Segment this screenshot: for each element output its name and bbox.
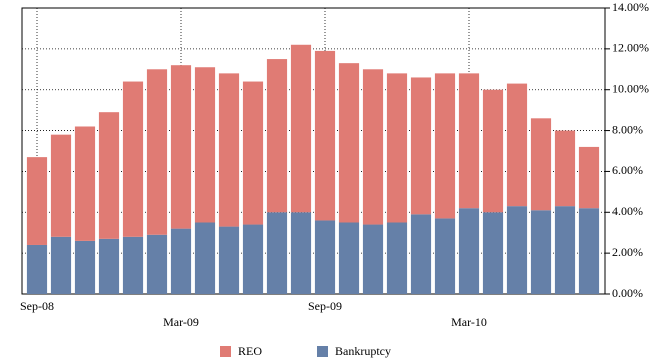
y-tick-label: 14.00% xyxy=(612,0,649,14)
legend-label: REO xyxy=(238,344,262,358)
bar-segment xyxy=(506,206,528,294)
bar-segment xyxy=(218,226,240,294)
bar-segment xyxy=(338,222,360,294)
y-tick-label: 0.00% xyxy=(612,286,643,300)
bar-segment xyxy=(578,208,600,294)
bar-segment xyxy=(410,77,432,215)
bar-segment xyxy=(362,224,384,294)
bar-segment xyxy=(170,65,192,229)
bar-segment xyxy=(530,118,552,211)
bar-segment xyxy=(338,63,360,223)
bar-segment xyxy=(218,73,240,227)
bar-segment xyxy=(122,236,144,294)
bar-segment xyxy=(266,59,288,213)
bar-segment xyxy=(242,224,264,294)
y-tick-label: 12.00% xyxy=(612,41,649,55)
bar-segment xyxy=(266,212,288,294)
bar-segment xyxy=(434,73,456,219)
bar-segment xyxy=(434,218,456,294)
bar-segment xyxy=(554,130,576,207)
bar-segment xyxy=(170,228,192,294)
x-tick-label: Mar-09 xyxy=(163,315,199,329)
bar-segment xyxy=(290,44,312,213)
x-tick-label: Sep-08 xyxy=(20,299,54,313)
bar-segment xyxy=(458,73,480,209)
x-tick-label: Sep-09 xyxy=(308,299,342,313)
bar-segment xyxy=(26,244,48,294)
bar-segment xyxy=(362,69,384,225)
bar-segment xyxy=(50,134,72,237)
bar-segment xyxy=(290,212,312,294)
bar-segment xyxy=(194,67,216,223)
y-tick-label: 4.00% xyxy=(612,204,643,218)
bar-segment xyxy=(50,236,72,294)
bar-segment xyxy=(146,234,168,294)
bar-segment xyxy=(506,83,528,207)
bar-segment xyxy=(314,220,336,294)
y-tick-label: 6.00% xyxy=(612,163,643,177)
bar-segment xyxy=(146,69,168,235)
y-tick-label: 2.00% xyxy=(612,245,643,259)
y-tick-label: 8.00% xyxy=(612,122,643,136)
x-tick-label: Mar-10 xyxy=(451,315,487,329)
bar-segment xyxy=(530,210,552,294)
legend-label: Bankruptcy xyxy=(335,344,391,358)
bar-segment xyxy=(482,89,504,213)
bar-segment xyxy=(386,222,408,294)
bar-segment xyxy=(410,214,432,294)
bar-segment xyxy=(26,157,48,245)
legend-swatch xyxy=(220,346,231,357)
bar-segment xyxy=(98,238,120,294)
bar-segment xyxy=(578,146,600,209)
bar-segment xyxy=(74,240,96,294)
bar-segment xyxy=(314,50,336,221)
y-tick-label: 10.00% xyxy=(612,81,649,95)
bar-segment xyxy=(458,208,480,294)
bar-segment xyxy=(554,206,576,294)
legend-swatch xyxy=(317,346,328,357)
bar-segment xyxy=(386,73,408,223)
bar-segment xyxy=(98,112,120,239)
bar-segment xyxy=(194,222,216,294)
bar-segment xyxy=(482,212,504,294)
bar-segment xyxy=(122,81,144,237)
bar-segment xyxy=(242,81,264,225)
bar-segment xyxy=(74,126,96,241)
